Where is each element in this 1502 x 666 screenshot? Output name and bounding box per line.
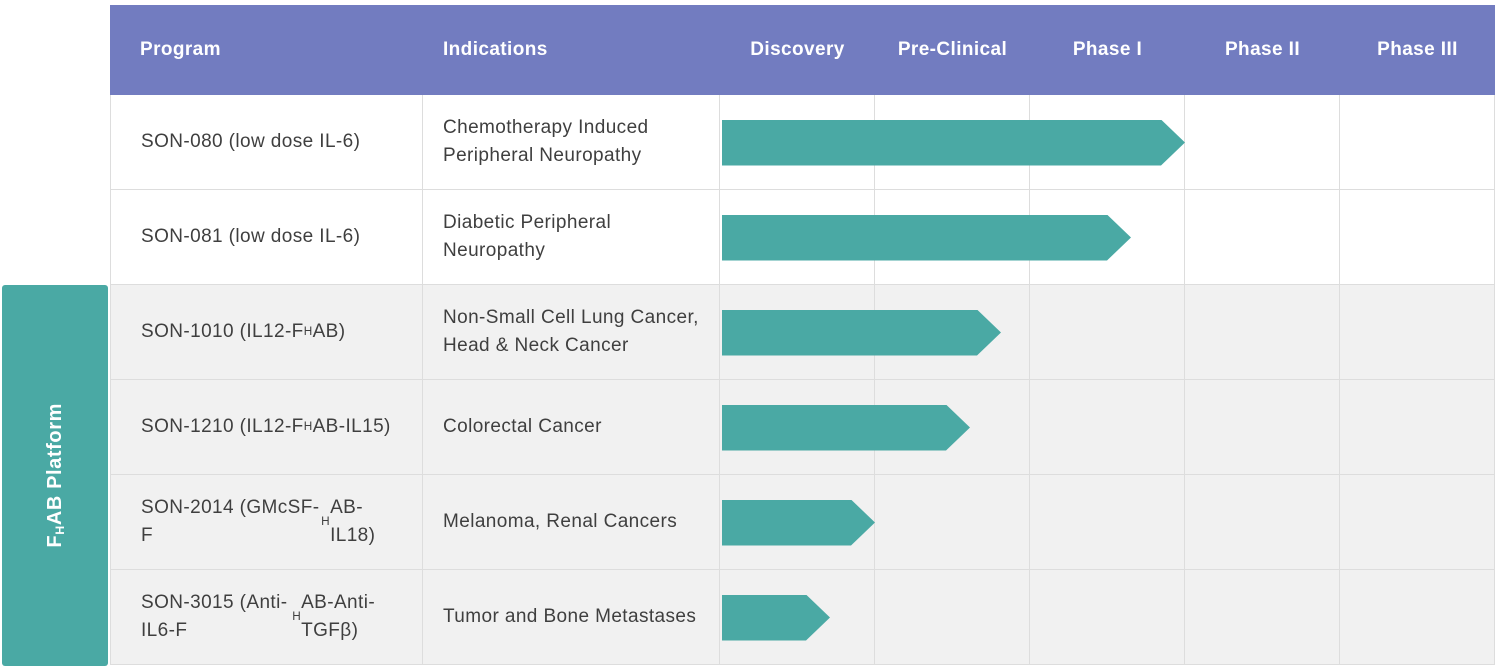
indication-cell: Tumor and Bone Metastases [423,570,720,665]
header-cell-discovery: Discovery [750,39,845,60]
header-cell-phase-1: Phase I [1072,39,1143,60]
header-cell-program: Program [140,39,221,60]
indication-cell: Colorectal Cancer [423,380,720,475]
pipeline-arrow [722,595,830,641]
table-row-son-080: SON-080 (low dose IL-6) Chemotherapy Ind… [110,95,1495,190]
phase-cell [1340,475,1495,570]
phase-cell [875,380,1030,475]
phase-cell [1030,285,1185,380]
phase-cell [1185,190,1340,285]
table-row-son-081: SON-081 (low dose IL-6) Diabetic Periphe… [110,190,1495,285]
table-row-son-3015: SON-3015 (Anti-IL6-F H AB-Anti-TGFβ) Tumor… [110,570,1495,665]
fhab-platform-label: FHAB Platform [43,403,67,548]
phase-cell [1185,380,1340,475]
phase-cell [875,475,1030,570]
phase-cell [1030,570,1185,665]
phase-cell [1185,285,1340,380]
header-cell-phase-3: Phase III [1377,39,1458,60]
phase-cell [720,570,875,665]
indication-cell: Diabetic Peripheral Neuropathy [423,190,720,285]
phase-cell [1185,570,1340,665]
phase-cell [1340,285,1495,380]
program-cell: SON-3015 (Anti-IL6-F H AB-Anti-TGFβ) [110,570,423,665]
table-row-son-2014: SON-2014 (GMcSF-F H AB-IL18) Melanoma, Ren… [110,475,1495,570]
header-cell-phase-2: Phase II [1224,39,1301,60]
program-cell: SON-1010 (IL12-F H AB) [110,285,423,380]
phase-cell [875,570,1030,665]
phase-cell [1340,190,1495,285]
phase-cell [1030,475,1185,570]
indication-cell: Chemotherapy Induced Peripheral Neuropat… [423,95,720,190]
program-cell: SON-1210 (IL12-F H AB-IL15) [110,380,423,475]
program-cell: SON-2014 (GMcSF-F H AB-IL18) [110,475,423,570]
phase-cell [1030,380,1185,475]
phase-cell [1340,380,1495,475]
pipeline-arrow [722,120,1185,166]
program-cell: SON-081 (low dose IL-6) [110,190,423,285]
phase-cell [1030,190,1185,285]
pipeline-arrow [722,310,1001,356]
phase-cell [1185,95,1340,190]
program-cell: SON-080 (low dose IL-6) [110,95,423,190]
table-header-row: Program Indications Discovery Pre-Clinic… [110,5,1495,95]
pipeline-arrow [722,215,1131,261]
table-row-son-1010: SON-1010 (IL12-F H AB) Non-Small Cell Lung… [110,285,1495,380]
phase-cell [875,285,1030,380]
fhab-platform-group-bar: FHAB Platform [2,285,108,666]
phase-cell [1340,570,1495,665]
indication-cell: Non-Small Cell Lung Cancer, Head & Neck … [423,285,720,380]
header-cell-preclinical: Pre-Clinical [897,39,1008,60]
indication-cell: Melanoma, Renal Cancers [423,475,720,570]
pipeline-table: Program Indications Discovery Pre-Clinic… [110,5,1495,665]
phase-cell [1185,475,1340,570]
table-row-son-1210: SON-1210 (IL12-F H AB-IL15) Colorectal Can… [110,380,1495,475]
phase-cell [1340,95,1495,190]
pipeline-arrow [722,500,875,546]
header-cell-indications: Indications [443,39,548,60]
pipeline-arrow [722,405,970,451]
